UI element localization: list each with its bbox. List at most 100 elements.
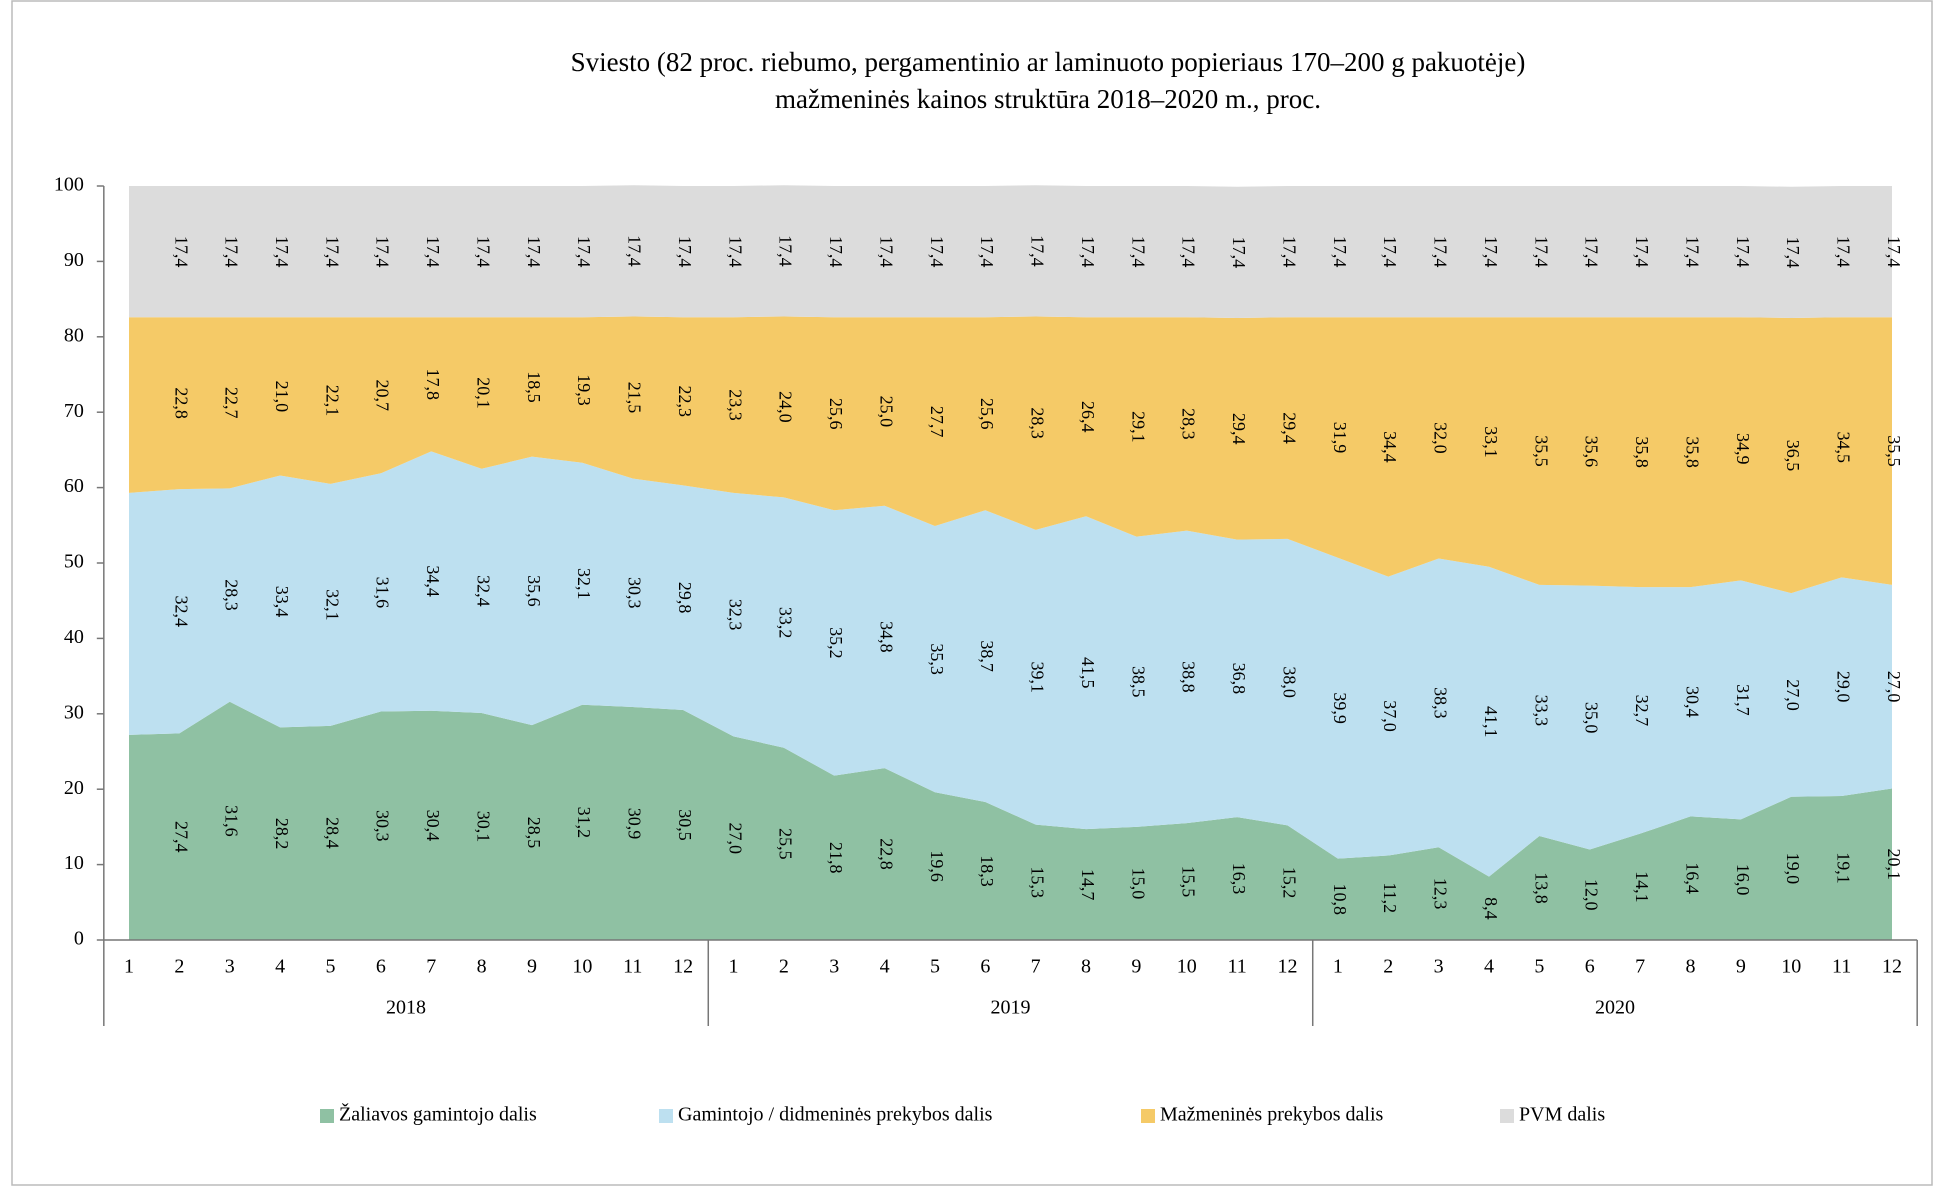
x-tick-label: 9 <box>1131 956 1141 978</box>
data-label: 32,4 <box>473 575 493 607</box>
data-label: 22,8 <box>171 387 191 419</box>
data-label: 25,6 <box>977 398 997 430</box>
data-label: 17,4 <box>1531 236 1551 268</box>
y-tick-label: 80 <box>64 324 84 346</box>
data-label: 35,2 <box>826 627 846 659</box>
data-label: 30,3 <box>373 810 393 842</box>
data-label: 17,4 <box>876 236 896 268</box>
data-label: 41,1 <box>1481 706 1501 738</box>
data-label: 28,3 <box>1028 407 1048 439</box>
data-label: 39,9 <box>1330 692 1350 724</box>
data-label: 37,0 <box>1380 700 1400 732</box>
data-label: 17,4 <box>1431 236 1451 268</box>
data-label: 29,0 <box>1834 671 1854 703</box>
data-label: 28,5 <box>524 817 544 849</box>
data-label: 38,0 <box>1279 666 1299 698</box>
data-label: 34,4 <box>1380 431 1400 463</box>
legend-label: Žaliavos gamintojo dalis <box>339 1103 537 1126</box>
legend-label: Mažmeninės prekybos dalis <box>1160 1104 1383 1126</box>
data-label: 27,0 <box>725 822 745 854</box>
x-tick-label: 9 <box>527 956 537 978</box>
x-tick-label: 9 <box>1736 956 1746 978</box>
y-tick-label: 10 <box>64 852 84 874</box>
data-label: 27,0 <box>1884 671 1904 703</box>
data-label: 28,3 <box>1179 408 1199 440</box>
x-tick-label: 7 <box>1031 956 1041 978</box>
data-label: 38,7 <box>977 640 997 672</box>
y-tick-label: 90 <box>64 249 84 271</box>
data-label: 14,7 <box>1078 869 1098 901</box>
data-label: 8,4 <box>1481 897 1501 920</box>
y-tick-label: 30 <box>64 701 84 723</box>
data-label: 15,5 <box>1179 866 1199 898</box>
data-label: 28,4 <box>322 817 342 849</box>
data-label: 17,4 <box>473 236 493 267</box>
x-group-label: 2019 <box>991 997 1031 1019</box>
legend-label: PVM dalis <box>1519 1104 1605 1126</box>
data-label: 27,7 <box>927 406 947 438</box>
x-tick-label: 1 <box>124 956 134 978</box>
data-label: 17,4 <box>322 236 342 268</box>
x-group-label: 2020 <box>1595 997 1635 1019</box>
x-tick-label: 12 <box>1882 956 1902 978</box>
data-label: 30,9 <box>625 808 645 840</box>
data-label: 30,5 <box>675 809 695 841</box>
data-label: 27,4 <box>171 821 191 853</box>
data-label: 26,4 <box>1078 401 1098 433</box>
x-tick-label: 3 <box>1434 956 1444 978</box>
data-label: 12,0 <box>1582 879 1602 911</box>
data-label: 35,5 <box>1884 435 1904 467</box>
data-label: 22,8 <box>876 838 896 870</box>
data-label: 35,0 <box>1582 702 1602 734</box>
legend-swatch <box>659 1109 673 1123</box>
data-label: 24,0 <box>776 391 796 423</box>
data-label: 23,3 <box>725 389 745 421</box>
data-label: 31,6 <box>222 805 242 837</box>
data-label: 17,4 <box>1380 236 1400 268</box>
data-label: 17,4 <box>1229 237 1249 268</box>
data-label: 18,3 <box>977 855 997 887</box>
data-label: 41,5 <box>1078 657 1098 689</box>
data-label: 29,8 <box>675 582 695 614</box>
data-label: 16,0 <box>1733 864 1753 896</box>
data-label: 15,2 <box>1279 867 1299 899</box>
chart-title: Sviesto (82 proc. riebumo, pergamentinio… <box>571 47 1526 77</box>
data-label: 17,4 <box>625 235 645 267</box>
x-tick-label: 8 <box>1081 956 1091 978</box>
x-tick-label: 5 <box>1534 956 1544 978</box>
data-label: 36,8 <box>1229 663 1249 695</box>
y-tick-label: 70 <box>64 400 84 422</box>
data-label: 14,1 <box>1632 871 1652 903</box>
data-label: 17,4 <box>1582 236 1602 268</box>
data-label: 29,1 <box>1128 411 1148 443</box>
x-tick-label: 6 <box>980 956 990 978</box>
data-label: 15,0 <box>1128 868 1148 900</box>
data-label: 35,3 <box>927 643 947 675</box>
legend-label: Gamintojo / didmeninės prekybos dalis <box>678 1104 993 1126</box>
data-label: 25,5 <box>776 828 796 860</box>
y-tick-label: 20 <box>64 777 84 799</box>
y-tick-label: 50 <box>64 551 84 573</box>
data-label: 21,0 <box>272 381 292 413</box>
data-label: 32,4 <box>171 596 191 628</box>
data-label: 17,4 <box>826 236 846 268</box>
x-tick-label: 2 <box>1383 956 1393 978</box>
data-label: 32,1 <box>322 589 342 621</box>
data-label: 33,2 <box>776 607 796 639</box>
legend-swatch <box>320 1109 334 1123</box>
area <box>129 316 1892 594</box>
data-label: 31,7 <box>1733 684 1753 716</box>
x-tick-label: 4 <box>880 956 890 978</box>
data-label: 33,4 <box>272 586 292 618</box>
data-label: 33,3 <box>1531 695 1551 727</box>
data-label: 17,4 <box>1078 236 1098 268</box>
data-label: 32,7 <box>1632 695 1652 727</box>
y-tick-label: 60 <box>64 475 84 497</box>
data-label: 22,7 <box>222 387 242 419</box>
data-label: 31,9 <box>1330 422 1350 454</box>
data-label: 20,7 <box>373 379 393 411</box>
data-label: 30,4 <box>1682 686 1702 718</box>
data-label: 34,4 <box>423 565 443 597</box>
y-tick-label: 40 <box>64 626 84 648</box>
data-label: 20,1 <box>473 377 493 409</box>
